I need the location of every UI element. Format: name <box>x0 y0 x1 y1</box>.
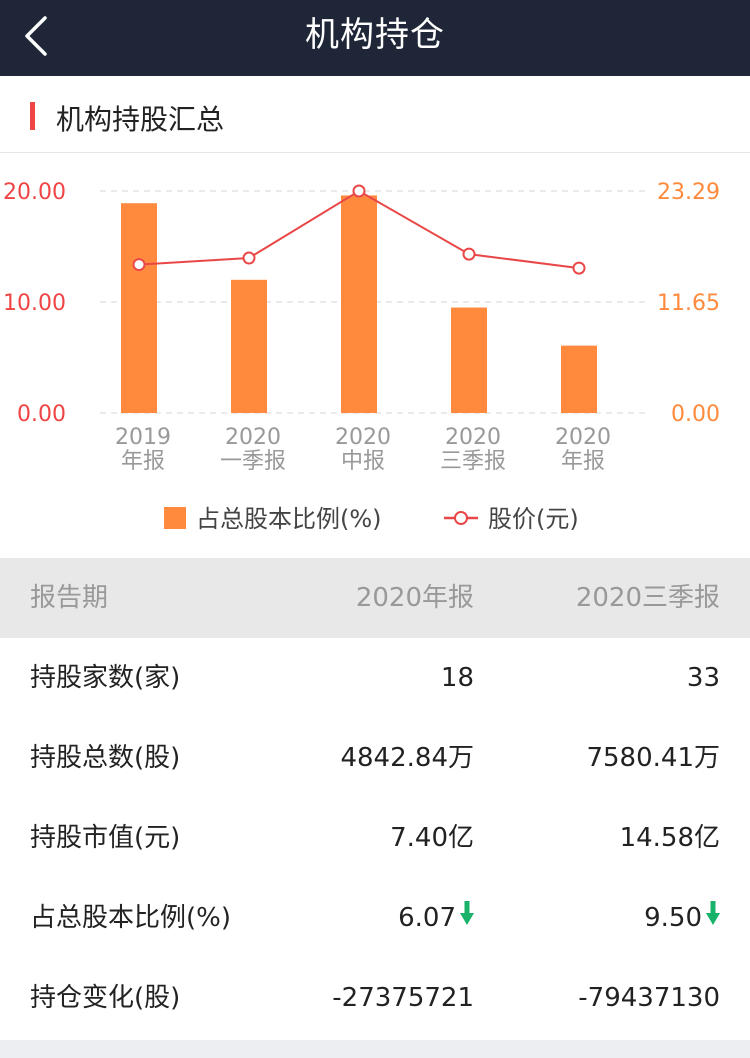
x-tick-label: 三季报 <box>440 449 506 474</box>
x-tick-label: 2019 <box>115 425 171 450</box>
price-point <box>352 184 366 198</box>
x-tick-label: 2020 <box>335 425 391 450</box>
legend-marker <box>454 511 468 525</box>
row-value-text: 6.07 <box>398 903 456 933</box>
x-tick-label: 2020 <box>225 425 281 450</box>
navbar: 机构持仓 <box>0 0 750 76</box>
row-value-col1: 7.40亿 <box>390 823 474 853</box>
legend-label: 占总股本比例(%) <box>196 505 382 533</box>
section-header: 机构持股汇总 <box>0 76 750 153</box>
price-point <box>242 251 256 265</box>
header-label: 报告期 <box>30 583 109 613</box>
table-row: 持股总数(股) 4842.84万 7580.41万 <box>0 718 750 798</box>
x-tick-label: 年报 <box>121 449 165 474</box>
page-title: 机构持仓 <box>305 15 445 55</box>
x-tick-label: 2020 <box>445 425 501 450</box>
table-row: 持股家数(家) 18 33 <box>0 638 750 718</box>
holdings-chart: 0.00 10.00 20.00 0.00 11.65 23.29 2019 年报 2020 一季… <box>0 152 750 558</box>
legend-swatch-bar <box>164 507 186 529</box>
y-right-tick-label: 11.65 <box>657 291 720 316</box>
section-accent-bar <box>30 102 35 130</box>
row-value-col2: -79437130 <box>578 983 720 1013</box>
header-col1: 2020年报 <box>355 583 474 613</box>
y-right-tick-label: 0.00 <box>671 402 720 427</box>
bar <box>231 279 267 413</box>
x-tick-label: 年报 <box>561 449 605 474</box>
holdings-table: 报告期 2020年报 2020三季报 持股家数(家) 18 33 持股总数(股)… <box>0 558 750 1038</box>
bar <box>561 345 597 413</box>
row-value-col1: 6.07 <box>398 878 474 958</box>
bar <box>121 203 157 413</box>
chevron-left-icon <box>21 14 51 62</box>
row-label: 占总股本比例(%) <box>30 903 231 933</box>
legend-label: 股价(元) <box>488 505 579 533</box>
header-col2: 2020三季报 <box>575 583 720 613</box>
table-row: 持仓变化(股) -27375721 -79437130 <box>0 958 750 1038</box>
row-value-col2: 7580.41万 <box>586 743 720 773</box>
y-left-tick-label: 20.00 <box>3 180 66 205</box>
price-point <box>572 261 586 275</box>
y-left-tick-label: 0.00 <box>17 402 66 427</box>
table-header: 报告期 2020年报 2020三季报 <box>0 558 750 638</box>
y-left-tick-label: 10.00 <box>3 291 66 316</box>
price-point <box>462 247 476 261</box>
bar <box>341 195 377 413</box>
x-tick-label: 2020 <box>555 425 611 450</box>
table-row: 持股市值(元) 7.40亿 14.58亿 <box>0 798 750 878</box>
row-value-col2: 14.58亿 <box>619 823 720 853</box>
row-label: 持股总数(股) <box>30 743 181 773</box>
bottom-divider <box>0 1040 750 1058</box>
x-tick-label: 中报 <box>341 449 385 474</box>
down-arrow-icon <box>460 877 474 957</box>
row-value-text: 9.50 <box>644 903 702 933</box>
row-label: 持股家数(家) <box>30 663 181 693</box>
table-row: 占总股本比例(%) 6.07 9.50 <box>0 878 750 958</box>
row-value-col2: 9.50 <box>644 878 720 958</box>
y-right-tick-label: 23.29 <box>657 180 720 205</box>
bar <box>451 307 487 413</box>
row-value-col1: 18 <box>440 663 474 693</box>
x-tick-label: 一季报 <box>220 449 286 474</box>
section-title: 机构持股汇总 <box>56 103 225 136</box>
row-label: 持股市值(元) <box>30 823 181 853</box>
chart-svg: 0.0010.0020.000.0011.6523.292019年报2020一季… <box>3 180 720 533</box>
row-value-col2: 33 <box>686 663 720 693</box>
row-label: 持仓变化(股) <box>30 983 181 1013</box>
price-point <box>132 258 146 272</box>
row-value-col1: -27375721 <box>332 983 474 1013</box>
row-value-col1: 4842.84万 <box>340 743 474 773</box>
down-arrow-icon <box>706 877 720 957</box>
back-button[interactable] <box>10 8 62 68</box>
